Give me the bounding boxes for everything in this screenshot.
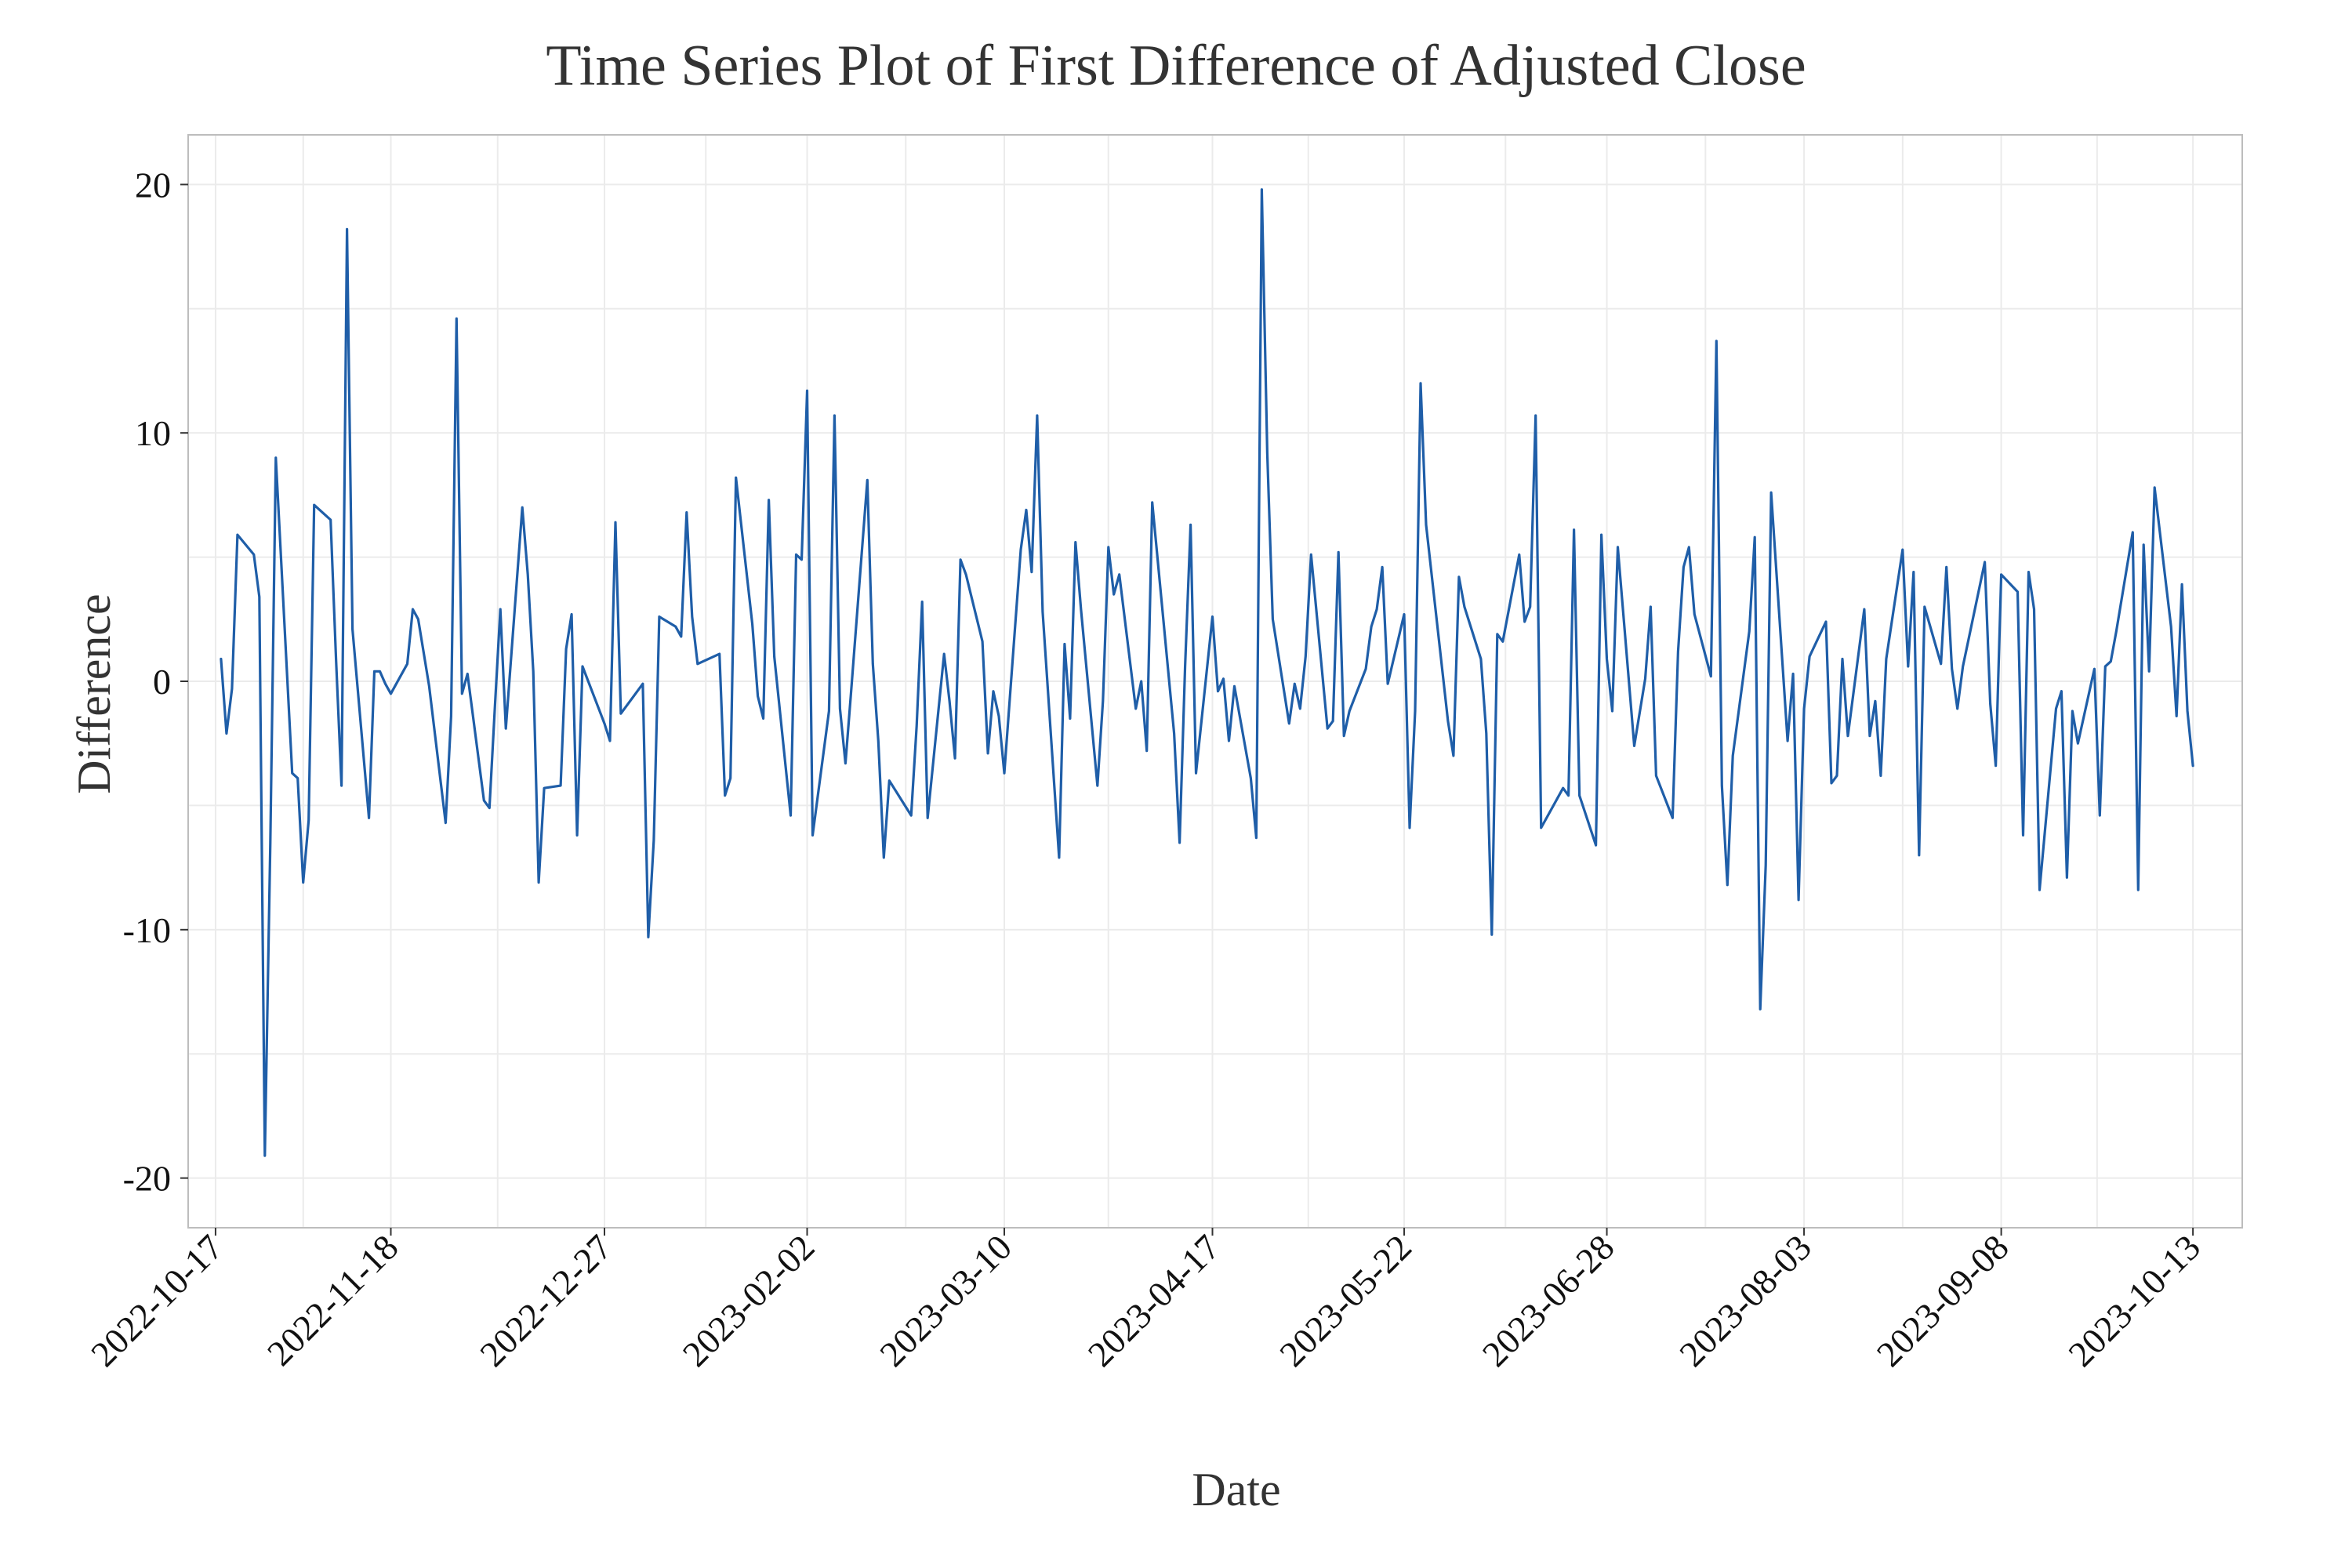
y-tick-label: 20	[135, 165, 171, 205]
x-tick-label: 2023-10-13	[2060, 1227, 2208, 1374]
series-line	[220, 188, 2194, 1157]
x-tick-label: 2022-10-17	[83, 1227, 230, 1374]
y-tick-label: 0	[153, 662, 171, 702]
x-tick-label: 2022-11-18	[260, 1227, 406, 1374]
x-axis: 2022-10-17 2022-11-18 2022-12-27 2023-02-02…	[83, 1227, 2208, 1374]
x-tick-label: 2023-08-03	[1671, 1227, 1819, 1374]
x-tick-label: 2023-02-02	[675, 1227, 822, 1374]
y-axis: -20 -10 0 10 20	[123, 165, 188, 1199]
grid-layer	[188, 135, 2242, 1228]
x-tick-label: 2023-06-28	[1475, 1227, 1622, 1374]
x-axis-label: Date	[1192, 1464, 1280, 1515]
x-tick-label: 2023-04-17	[1080, 1227, 1228, 1374]
y-tick-label: -10	[123, 910, 171, 950]
y-tick-label: 10	[135, 413, 171, 453]
x-tick-label: 2023-05-22	[1272, 1227, 1419, 1374]
series-layer	[220, 188, 2194, 1157]
x-tick-label: 2023-09-08	[1869, 1227, 2016, 1374]
y-tick-label: -20	[123, 1159, 171, 1199]
y-axis-label: Difference	[68, 593, 120, 793]
x-tick-label: 2023-03-10	[872, 1227, 1019, 1374]
chart-title: Time Series Plot of First Difference of …	[546, 34, 1806, 98]
x-tick-label: 2022-12-27	[472, 1227, 619, 1374]
